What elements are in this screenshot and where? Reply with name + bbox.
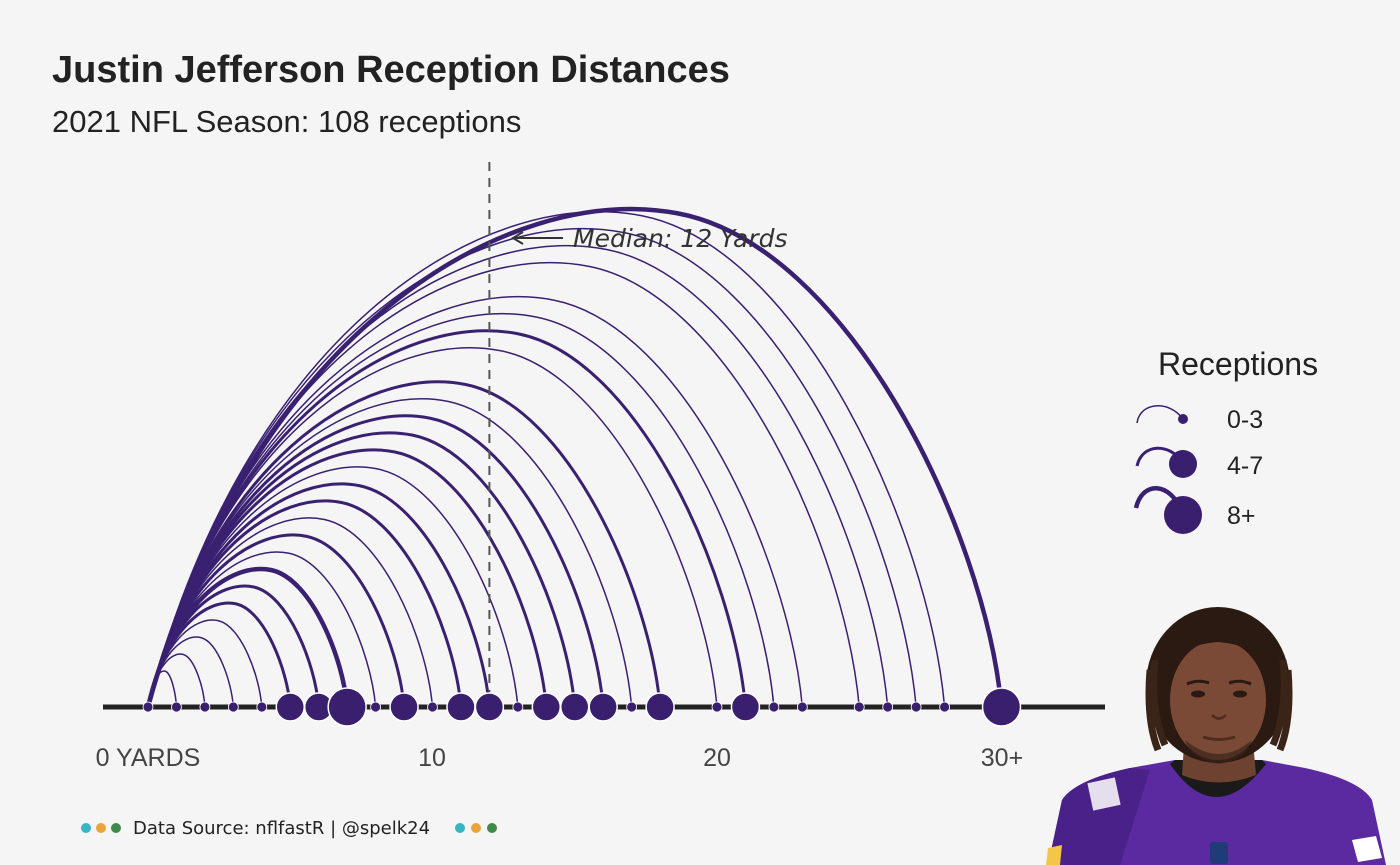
caption-dot-icon [487,823,497,833]
reception-arc [147,296,804,708]
yardage-point [531,692,562,722]
yardage-point [427,701,438,713]
yardage-point [853,701,865,713]
yardage-point [981,687,1022,727]
caption: Data Source: nflfastR | @spelk24 [81,818,497,839]
yardage-point [275,692,305,722]
legend-label: 4-7 [1227,452,1263,480]
reception-arc [147,211,946,708]
yardage-point [588,692,618,722]
median-arrow-head [511,231,524,245]
caption-dot-icon [111,823,121,833]
reception-arc [146,414,605,708]
legend-label: 8+ [1227,502,1256,530]
reception-arc [146,329,747,708]
reception-arc [147,466,519,708]
yardage-point [645,692,675,722]
legend-point-icon [1169,450,1197,478]
reception-arc [147,398,633,708]
legend-item-large: 8+ [1133,486,1256,534]
hair-top-shape [1160,610,1278,680]
x-tick-label: 30+ [981,744,1023,772]
legend-title: Receptions [1158,346,1318,382]
yardage-point [446,692,476,722]
yardage-point [910,701,922,713]
caption-dot-icon [455,823,465,833]
reception-arc [147,347,718,708]
size-legend: Receptions 0-3 4-7 8+ [1133,346,1318,534]
chart-title: Justin Jefferson Reception Distances [52,49,730,91]
yardage-point [327,687,367,727]
yardage-point [768,701,780,713]
jersey-shadow [1048,768,1150,865]
face-shape [1170,640,1266,760]
legend-item-medium: 4-7 [1135,446,1263,480]
yardage-point [626,701,638,713]
yardage-point [142,701,154,713]
nose-shape [1211,714,1227,720]
point-group [142,687,1022,727]
yardage-point [939,701,950,713]
reception-arc [147,228,917,708]
median-annotation: Median: 12 Yards [511,224,788,253]
reception-arc [147,245,889,708]
legend-label: 0-3 [1227,406,1263,434]
chart-subtitle: 2021 NFL Season: 108 receptions [52,104,521,139]
yardage-point [256,701,268,713]
legend-point-icon [1178,414,1188,424]
caption-text: Data Source: nflfastR | @spelk24 [133,818,430,839]
yardage-point [730,692,761,722]
yardage-point [796,701,808,713]
mouth-shape [1202,735,1236,741]
hair-strands [1145,659,1293,752]
yardage-point [512,701,524,713]
yardage-point [199,701,211,713]
yardage-point [171,701,182,713]
yardage-point [711,701,723,713]
yardage-point [227,701,239,713]
jersey-number-patch [1087,777,1121,811]
caption-dot-icon [81,823,91,833]
caption-dot-icon [471,823,481,833]
arc-group [145,207,1004,708]
x-axis-ticks: 0 YARDS 10 20 30+ [96,744,1024,772]
reception-arc [146,533,406,708]
jersey-stripe [1046,845,1062,865]
x-tick-label: 10 [418,744,446,772]
yardage-point [370,701,382,713]
jersey-stripe [1352,836,1382,862]
reception-arc [146,380,662,708]
legend-arc-icon [1136,405,1183,424]
yardage-point [474,692,505,722]
player-photo [1046,607,1386,865]
yardage-point [560,692,590,722]
reception-arc [147,670,178,708]
reception-arc [145,566,350,708]
eye-shape [1191,690,1205,698]
nfl-shield-icon [1210,842,1228,864]
legend-item-small: 0-3 [1136,405,1263,434]
reception-arc [147,262,860,708]
median-label: Median: 12 Yards [573,224,788,253]
reception-arc [147,313,775,708]
legend-point-icon [1164,496,1202,534]
yardage-point [389,692,419,722]
yardage-point [882,701,894,713]
x-tick-label: 20 [703,744,731,772]
reception-arc [146,601,292,708]
brow-shape [1186,679,1252,686]
beard-shape [1185,740,1252,764]
x-tick-label: 0 YARDS [96,744,201,772]
caption-dot-icon [96,823,106,833]
reception-arc [146,499,463,708]
reception-arc [146,448,548,708]
eye-shape [1233,690,1247,698]
